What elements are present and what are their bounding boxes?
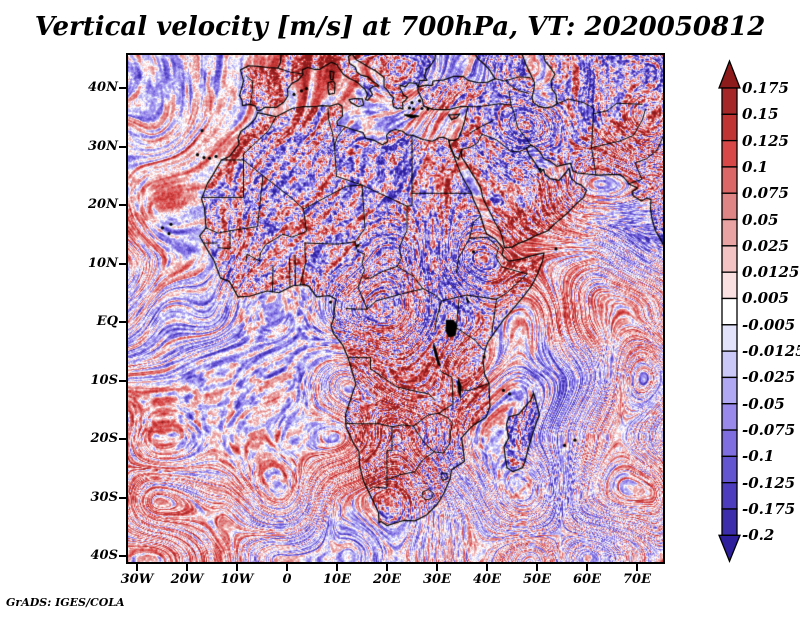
y-axis-tick-label: 30N (88, 138, 118, 154)
colorbar-segment (721, 297, 738, 326)
plot-title: Vertical velocity [m/s] at 700hPa, VT: 2… (34, 12, 766, 42)
colorbar-segment (721, 350, 738, 379)
colorbar-tick-label: -0.05 (742, 394, 785, 413)
colorbar-tick-label: -0.0125 (742, 342, 800, 361)
colorbar-segment (721, 455, 738, 484)
colorbar-tick-label: 0.025 (742, 236, 789, 255)
colorbar-top-arrow (718, 59, 741, 89)
y-axis-tick (119, 262, 126, 265)
colorbar-segment (721, 482, 738, 510)
colorbar-segment (721, 508, 738, 536)
x-axis-tick-label: 60E (573, 572, 601, 587)
y-axis-tick (119, 145, 126, 148)
vertical-velocity-field-canvas (128, 55, 663, 562)
colorbar-tick-label: -0.125 (742, 473, 796, 492)
x-axis-tick (286, 564, 288, 571)
y-axis-tick (119, 87, 126, 89)
colorbar (718, 59, 741, 564)
x-axis-tick-label: 10W (220, 572, 254, 587)
x-axis-tick (636, 564, 638, 571)
colorbar-tick-label: -0.175 (742, 499, 796, 518)
map-plot-frame (126, 53, 665, 564)
colorbar-segment (721, 324, 738, 352)
y-axis-tick-label: 20N (88, 197, 118, 212)
y-axis-tick-label: 40S (90, 548, 118, 563)
x-axis-tick (236, 564, 238, 571)
colorbar-tick-label: 0.175 (742, 79, 789, 97)
x-axis-tick (436, 564, 438, 571)
x-axis-tick-label: 30E (423, 572, 451, 587)
y-axis-tick-label: EQ (96, 314, 118, 329)
x-axis-tick-label: 50E (523, 572, 551, 587)
colorbar-segment (721, 403, 738, 431)
x-axis-tick (536, 564, 538, 571)
colorbar-tick-label: 0.15 (742, 105, 779, 124)
colorbar-tick-label: 0.005 (742, 289, 789, 308)
x-axis-tick (136, 564, 138, 571)
colorbar-tick-label: 0.05 (742, 210, 779, 229)
colorbar-tick-label: 0.1 (742, 157, 769, 176)
x-axis-tick (336, 564, 338, 571)
colorbar-bottom-arrow (718, 534, 741, 564)
y-axis-tick (119, 438, 126, 440)
colorbar-segment (721, 166, 738, 194)
y-axis-tick-label: 20S (90, 431, 118, 446)
colorbar-tick-label: -0.025 (742, 368, 796, 387)
colorbar-segment (721, 139, 738, 168)
y-axis-tick (119, 555, 126, 557)
colorbar-segment (721, 218, 738, 247)
x-axis-tick-label: 40E (473, 572, 501, 587)
x-axis-tick (586, 564, 588, 571)
y-axis-tick (119, 321, 126, 323)
colorbar-segment (721, 113, 738, 142)
colorbar-segment (721, 87, 738, 115)
y-axis-tick-label: 10N (88, 255, 118, 271)
grads-credit: GrADS: IGES/COLA (6, 596, 125, 609)
colorbar-tick-label: -0.005 (742, 315, 796, 334)
x-axis-tick-label: 0 (282, 572, 292, 587)
colorbar-segment (721, 271, 738, 300)
colorbar-tick-label: -0.075 (742, 421, 796, 440)
y-axis-tick-label: 40N (88, 80, 118, 95)
y-axis-tick (119, 204, 126, 206)
colorbar-tick-label: 0.125 (742, 131, 789, 150)
colorbar-segment (721, 192, 738, 221)
colorbar-segment (721, 245, 738, 273)
x-axis-tick (386, 564, 388, 571)
y-axis-tick-label: 30S (90, 489, 118, 505)
colorbar-segment (721, 429, 738, 458)
x-axis-tick-label: 30W (120, 572, 154, 587)
x-axis-tick-label: 20W (170, 572, 204, 587)
x-axis-tick (186, 564, 188, 571)
y-axis-tick (119, 496, 126, 499)
colorbar-tick-label: 0.075 (742, 184, 789, 203)
y-axis-tick-label: 10S (90, 372, 118, 388)
colorbar-segment (721, 376, 738, 405)
x-axis-tick (486, 564, 488, 571)
x-axis-tick-label: 70E (623, 572, 651, 587)
colorbar-tick-label: -0.1 (742, 447, 775, 466)
colorbar-tick-label: 0.0125 (742, 263, 800, 282)
y-axis-tick (119, 379, 126, 382)
x-axis-tick-label: 10E (323, 572, 351, 587)
x-axis-tick-label: 20E (373, 572, 401, 587)
colorbar-tick-label: -0.2 (742, 526, 775, 545)
